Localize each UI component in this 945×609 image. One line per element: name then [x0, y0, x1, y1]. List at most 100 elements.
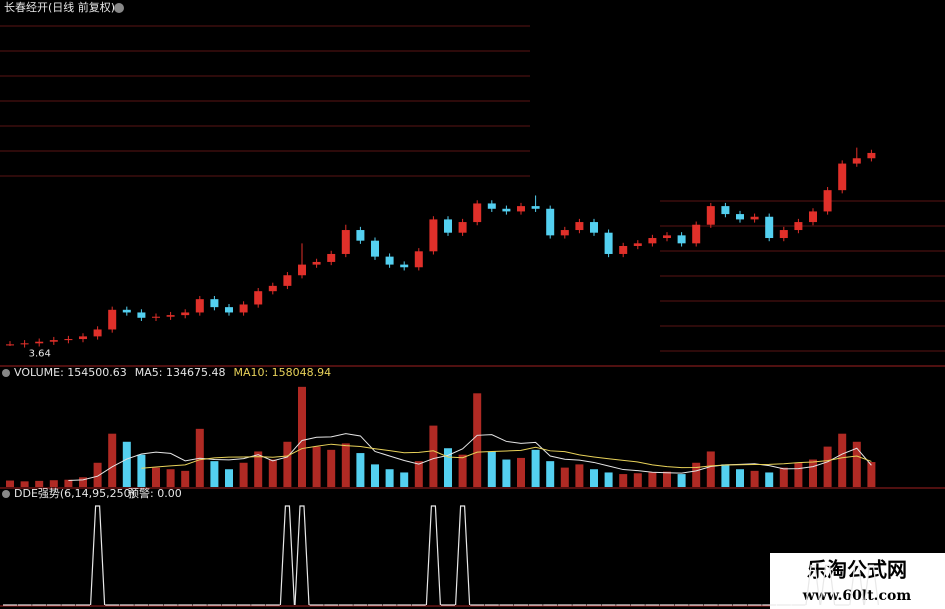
- candle-body: [867, 152, 876, 159]
- volume-bar: [356, 453, 365, 487]
- volume-bar: [327, 449, 336, 487]
- candle-body: [137, 312, 146, 318]
- volume-bar: [283, 441, 292, 487]
- chart-title: 长春经开(日线 前复权): [4, 0, 115, 14]
- candle-body: [79, 336, 87, 340]
- candle-body: [414, 251, 423, 268]
- volume-bar: [122, 441, 131, 487]
- candle-body: [736, 214, 744, 220]
- volume-bar: [49, 480, 58, 487]
- candle-body: [473, 203, 482, 223]
- volume-bar: [750, 470, 759, 487]
- volume-bar: [254, 451, 263, 487]
- volume-bar: [385, 469, 394, 487]
- volume-bar: [312, 446, 321, 487]
- icon: [114, 3, 124, 13]
- candle-body: [429, 219, 438, 252]
- candle-body: [341, 230, 350, 254]
- volume-bar: [429, 425, 438, 487]
- candle-body: [298, 264, 306, 276]
- volume-bar: [444, 448, 452, 487]
- candle-body: [6, 344, 14, 346]
- volume-bar: [575, 464, 584, 487]
- volume-bar: [838, 433, 847, 487]
- candle-body: [750, 216, 759, 220]
- candle-body: [239, 304, 248, 313]
- candle-body: [268, 285, 277, 292]
- candle-body: [590, 222, 598, 233]
- candle-body: [195, 299, 204, 313]
- candle-body: [677, 235, 686, 244]
- candle-body: [93, 329, 102, 337]
- volume-bar: [604, 472, 613, 487]
- volume-bar: [166, 469, 175, 487]
- candle-body: [809, 211, 817, 223]
- volume-bar: [663, 471, 671, 487]
- watermark-url: www.60lt.com: [802, 588, 912, 604]
- volume-bar: [590, 469, 598, 487]
- icon: [2, 369, 10, 377]
- volume-bar: [648, 472, 657, 487]
- indicator-alert: 预警: 0.00: [128, 486, 182, 500]
- volume-bar: [458, 454, 467, 487]
- candle-body: [371, 240, 379, 257]
- volume-bar: [341, 443, 350, 487]
- candle-body: [531, 206, 540, 209]
- indicator-spike: [455, 505, 471, 606]
- candle-body: [619, 245, 628, 254]
- volume-bar: [677, 474, 686, 487]
- candle-body: [108, 309, 117, 330]
- watermark-title: 乐淘公式网: [807, 558, 907, 582]
- volume-bar: [225, 469, 233, 487]
- candle-body: [823, 190, 832, 212]
- candle-body: [181, 312, 190, 316]
- candle-body: [560, 230, 569, 236]
- candle-body: [166, 315, 175, 317]
- volume-bar: [414, 461, 423, 487]
- candle-body: [663, 235, 671, 239]
- candle-body: [648, 238, 657, 244]
- volume-bar: [502, 459, 511, 487]
- candle-body: [487, 203, 496, 209]
- candle-body: [575, 222, 584, 231]
- candle-body: [692, 224, 701, 244]
- volume-bar: [79, 477, 87, 487]
- candle-body: [327, 253, 336, 262]
- candle-body: [721, 206, 730, 215]
- candle-body: [152, 316, 160, 318]
- volume-bar: [809, 459, 817, 487]
- candle-body: [838, 163, 847, 191]
- candle-body: [502, 208, 511, 212]
- volume-bar: [560, 467, 569, 487]
- candle-body: [283, 275, 292, 286]
- volume-bar: [268, 459, 277, 487]
- grid: [0, 22, 530, 197]
- candle-body: [356, 230, 365, 241]
- ma-line: [141, 443, 872, 469]
- candle-body: [122, 309, 131, 313]
- icon: [2, 490, 10, 498]
- volume-bar: [867, 462, 876, 487]
- candle-body: [779, 230, 788, 239]
- volume-bar: [794, 462, 803, 487]
- legend-entry: MA5: 134675.48: [135, 366, 226, 379]
- candle-body: [210, 299, 219, 308]
- volume-bar: [93, 462, 102, 487]
- volume-bar: [765, 472, 774, 487]
- volume-bar: [706, 451, 715, 487]
- volume-bar: [852, 441, 861, 487]
- volume-bar: [823, 446, 832, 487]
- volume-bar: [6, 480, 14, 487]
- candle-body: [546, 208, 555, 236]
- volume-bar: [239, 462, 248, 487]
- candle-body: [852, 158, 861, 164]
- indicator-spike: [425, 505, 441, 606]
- candle-body: [64, 339, 73, 341]
- candle-body: [517, 206, 525, 212]
- indicator-spike: [805, 564, 821, 606]
- indicator-spike: [849, 564, 865, 606]
- indicator-spike: [820, 564, 836, 606]
- indicator-name: DDE强势(6,14,95,250): [14, 487, 135, 500]
- candle-body: [765, 216, 774, 239]
